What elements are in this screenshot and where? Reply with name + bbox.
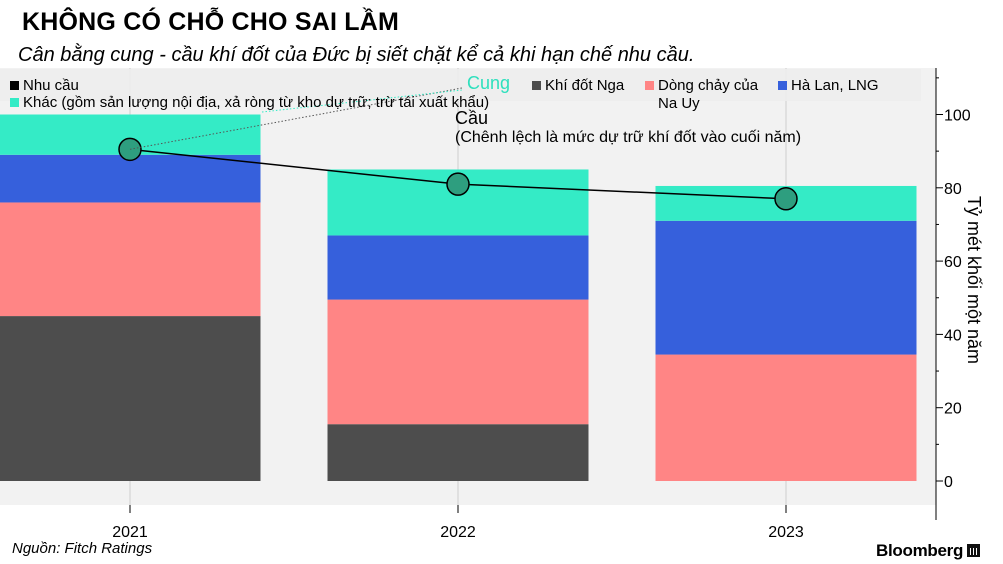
bar-2021-series-0 xyxy=(0,316,261,481)
legend-demand-label: Nhu cầu xyxy=(23,77,79,94)
legend-other-swatch xyxy=(10,98,19,107)
bar-2023-series-2 xyxy=(655,220,917,355)
bar-2023-series-1 xyxy=(655,354,917,481)
legend-russian-gas-label: Khí đốt Nga xyxy=(545,77,625,94)
x-tick-label-2022: 2022 xyxy=(440,524,476,541)
bloomberg-mark-icon xyxy=(967,544,981,557)
y-tick-label-80: 80 xyxy=(944,181,962,198)
source-note: Nguồn: Fitch Ratings xyxy=(12,540,153,557)
legend-demand-swatch xyxy=(10,81,19,90)
y-tick-label-100: 100 xyxy=(944,108,971,125)
bar-2021-series-1 xyxy=(0,202,261,317)
legend-netherlands-lng-label: Hà Lan, LNG xyxy=(791,77,879,94)
x-tick-label-2023: 2023 xyxy=(768,524,804,541)
bar-2022-series-2 xyxy=(327,235,589,300)
supply-annotation: Cung xyxy=(467,73,510,93)
brand-name: Bloomberg xyxy=(876,541,964,560)
legend-background xyxy=(0,69,921,101)
legend-norway-flows-swatch xyxy=(645,81,654,90)
supply-leader-line xyxy=(129,87,463,150)
legend-norway-flows-label-line2: Na Uy xyxy=(658,95,700,112)
chart-title: KHÔNG CÓ CHỖ CHO SAI LẦM xyxy=(22,8,400,36)
reserve-note-annotation: (Chênh lệch là mức dự trữ khí đốt vào cu… xyxy=(455,129,801,146)
x-tick-label-2021: 2021 xyxy=(112,524,148,541)
legend-other-label: Khác (gồm sản lượng nội địa, xả ròng từ … xyxy=(23,94,489,111)
y-axis-label: Tỷ mét khối một năm xyxy=(964,196,984,364)
demand-point-2023 xyxy=(774,187,798,211)
demand-annotation: Cầu xyxy=(455,108,488,128)
y-tick-label-40: 40 xyxy=(944,327,962,344)
demand-point-2022 xyxy=(446,172,470,196)
legend-russian-gas-swatch xyxy=(532,81,541,90)
bloomberg-logo: Bloomberg xyxy=(876,541,981,561)
bar-2021-series-2 xyxy=(0,154,261,203)
bar-2022-series-1 xyxy=(327,299,589,425)
legend-norway-flows-label-line1: Dòng chảy của xyxy=(658,77,759,94)
chart-subtitle: Cân bằng cung - cầu khí đốt của Đức bị s… xyxy=(18,44,695,66)
legend-netherlands-lng-swatch xyxy=(778,81,787,90)
y-tick-label-20: 20 xyxy=(944,401,962,418)
y-tick-label-60: 60 xyxy=(944,254,962,271)
y-tick-label-0: 0 xyxy=(944,474,953,491)
bar-2022-series-0 xyxy=(327,424,589,481)
